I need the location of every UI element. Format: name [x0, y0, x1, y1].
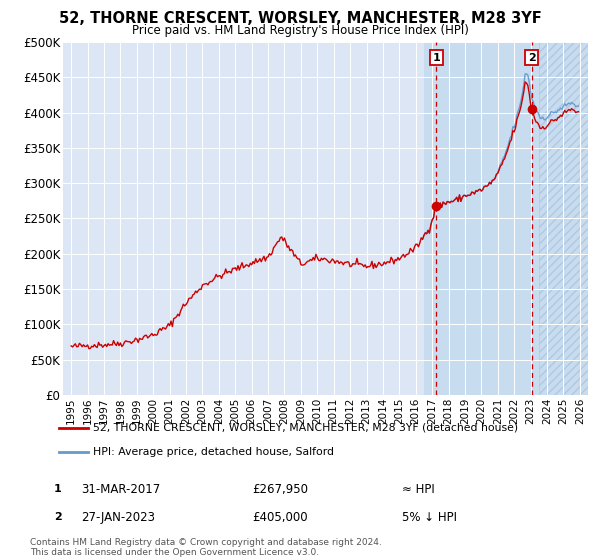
Text: ≈ HPI: ≈ HPI — [402, 483, 435, 496]
Text: 31-MAR-2017: 31-MAR-2017 — [81, 483, 160, 496]
Text: 52, THORNE CRESCENT, WORSLEY, MANCHESTER, M28 3YF: 52, THORNE CRESCENT, WORSLEY, MANCHESTER… — [59, 11, 541, 26]
Text: 2: 2 — [54, 512, 61, 522]
Text: Contains HM Land Registry data © Crown copyright and database right 2024.
This d: Contains HM Land Registry data © Crown c… — [30, 538, 382, 557]
Text: 5% ↓ HPI: 5% ↓ HPI — [402, 511, 457, 524]
Text: £405,000: £405,000 — [252, 511, 308, 524]
Text: 2: 2 — [528, 53, 536, 63]
Text: Price paid vs. HM Land Registry's House Price Index (HPI): Price paid vs. HM Land Registry's House … — [131, 24, 469, 36]
Text: HPI: Average price, detached house, Salford: HPI: Average price, detached house, Salf… — [93, 446, 334, 456]
Text: 1: 1 — [54, 484, 61, 494]
Text: 27-JAN-2023: 27-JAN-2023 — [81, 511, 155, 524]
Text: £267,950: £267,950 — [252, 483, 308, 496]
Bar — [539, 42, 588, 395]
Text: 1: 1 — [433, 53, 440, 63]
Bar — [424, 42, 539, 395]
Text: 52, THORNE CRESCENT, WORSLEY, MANCHESTER, M28 3YF (detached house): 52, THORNE CRESCENT, WORSLEY, MANCHESTER… — [93, 423, 518, 433]
